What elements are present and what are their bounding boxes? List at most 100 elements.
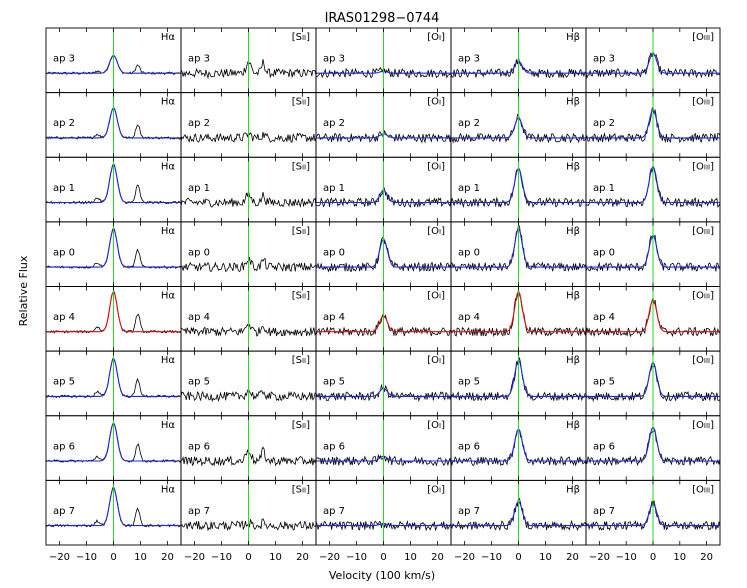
x-tick-label: −10 — [76, 552, 97, 563]
line-name-part: I — [439, 357, 441, 365]
line-name-part: H — [566, 420, 574, 431]
aperture-label: ap 1 — [323, 183, 345, 194]
x-tick-label: 0 — [515, 552, 521, 563]
line-name-part: ] — [441, 355, 445, 366]
aperture-label: ap 4 — [188, 312, 210, 323]
x-tick-label: −20 — [184, 552, 205, 563]
line-name-part: [S — [292, 161, 302, 172]
aperture-label: ap 0 — [323, 247, 345, 258]
line-name-part: H — [566, 97, 574, 108]
x-tick-label: 10 — [539, 552, 552, 563]
line-name-label: [SII] — [292, 97, 310, 108]
x-tick-label: 0 — [110, 552, 116, 563]
line-name-part: β — [574, 226, 580, 237]
line-name-label: Hβ — [566, 226, 580, 237]
line-name-label: Hα — [161, 420, 176, 431]
line-name-part: I — [439, 422, 441, 430]
line-name-part: α — [168, 161, 175, 172]
line-name-label: Hα — [161, 161, 176, 172]
line-name-part: III — [704, 293, 710, 301]
line-name-part: α — [168, 420, 175, 431]
line-name-part: ] — [710, 355, 714, 366]
x-tick-label: 20 — [296, 552, 309, 563]
x-tick-label: −20 — [454, 552, 475, 563]
line-name-part: ] — [441, 484, 445, 495]
line-name-label: Hα — [161, 226, 176, 237]
line-name-part: H — [161, 355, 169, 366]
line-name-part: H — [161, 161, 169, 172]
line-name-part: [O — [692, 161, 704, 172]
x-tick-label: 0 — [245, 552, 251, 563]
chart-title: IRAS01298−0744 — [325, 11, 440, 26]
aperture-label: ap 6 — [593, 441, 615, 452]
aperture-label: ap 1 — [188, 183, 210, 194]
x-tick-label: 0 — [650, 552, 656, 563]
line-name-part: [O — [427, 484, 439, 495]
line-name-part: ] — [441, 97, 445, 108]
aperture-label: ap 5 — [323, 377, 345, 388]
line-name-part: [O — [427, 97, 439, 108]
line-name-part: β — [574, 32, 580, 43]
line-name-part: [O — [692, 484, 704, 495]
aperture-label: ap 0 — [53, 247, 75, 258]
line-name-label: [OIII] — [692, 484, 714, 495]
line-name-part: [O — [692, 291, 704, 302]
line-name-label: Hβ — [566, 161, 580, 172]
line-name-label: [SII] — [292, 161, 310, 172]
line-name-label: Hβ — [566, 355, 580, 366]
line-name-part: H — [566, 355, 574, 366]
line-name-part: I — [439, 34, 441, 42]
aperture-label: ap 7 — [458, 506, 480, 517]
aperture-label: ap 3 — [53, 54, 75, 65]
line-name-part: [O — [692, 420, 704, 431]
x-tick-label: −20 — [589, 552, 610, 563]
line-name-part: α — [168, 226, 175, 237]
aperture-label: ap 5 — [458, 377, 480, 388]
line-name-part: ] — [441, 291, 445, 302]
line-name-part: II — [302, 228, 306, 236]
line-name-part: ] — [710, 226, 714, 237]
line-name-part: I — [439, 228, 441, 236]
line-name-part: ] — [710, 484, 714, 495]
aperture-label: ap 4 — [593, 312, 615, 323]
line-name-part: ] — [441, 226, 445, 237]
line-name-part: III — [704, 34, 710, 42]
line-name-label: [OIII] — [692, 226, 714, 237]
aperture-label: ap 7 — [53, 506, 75, 517]
line-name-label: [OIII] — [692, 355, 714, 366]
line-name-label: [SII] — [292, 355, 310, 366]
line-name-label: Hβ — [566, 291, 580, 302]
line-name-part: I — [439, 486, 441, 494]
line-name-label: [OIII] — [692, 420, 714, 431]
line-name-part: ] — [710, 291, 714, 302]
aperture-label: ap 6 — [53, 441, 75, 452]
x-tick-label: 20 — [161, 552, 174, 563]
line-name-part: II — [302, 163, 306, 171]
aperture-label: ap 2 — [323, 118, 345, 129]
line-name-part: I — [439, 99, 441, 107]
line-name-part: [O — [692, 355, 704, 366]
line-name-part: II — [302, 99, 306, 107]
line-name-part: ] — [441, 32, 445, 43]
line-name-part: H — [161, 226, 169, 237]
line-name-part: β — [574, 420, 580, 431]
line-name-label: [OIII] — [692, 291, 714, 302]
aperture-label: ap 4 — [458, 312, 480, 323]
line-name-part: [S — [292, 32, 302, 43]
aperture-label: ap 7 — [188, 506, 210, 517]
x-tick-label: 10 — [673, 552, 686, 563]
aperture-label: ap 0 — [458, 247, 480, 258]
line-name-label: [OI] — [427, 161, 445, 172]
line-name-part: H — [566, 484, 574, 495]
line-name-label: [OI] — [427, 420, 445, 431]
line-name-label: [OI] — [427, 355, 445, 366]
line-name-part: II — [302, 486, 306, 494]
line-name-label: [SII] — [292, 32, 310, 43]
line-name-part: II — [302, 357, 306, 365]
line-name-part: [O — [427, 226, 439, 237]
aperture-label: ap 0 — [593, 247, 615, 258]
line-name-part: ] — [306, 484, 310, 495]
x-tick-label: −10 — [211, 552, 232, 563]
line-name-label: Hα — [161, 97, 176, 108]
aperture-label: ap 3 — [458, 54, 480, 65]
